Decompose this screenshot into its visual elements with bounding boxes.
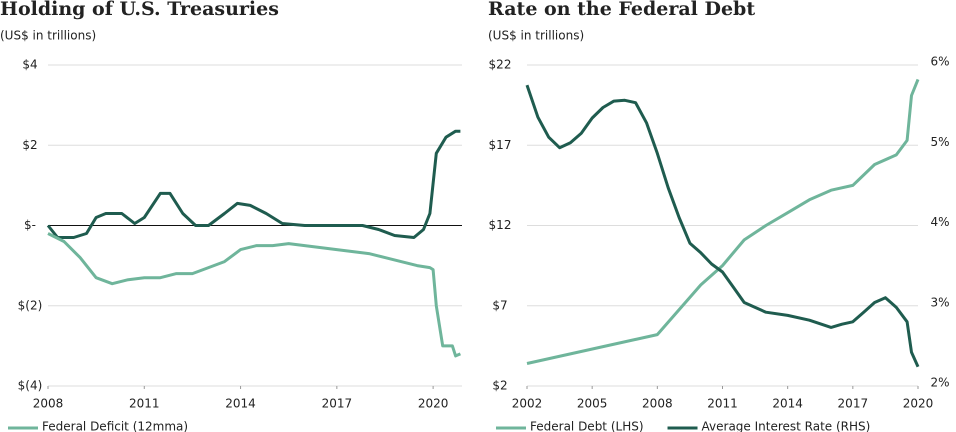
y-tick-label: $- [24, 218, 36, 232]
chart-title: Holding of U.S. Treasuries [0, 0, 279, 20]
y2-tick-label: 6% [930, 55, 949, 69]
series-line [47, 232, 461, 358]
x-tick-label: 2020 [903, 397, 934, 411]
x-tick-label: 2011 [129, 397, 160, 411]
x-tick-label: 2002 [512, 397, 543, 411]
y2-tick-label: 2% [930, 376, 949, 390]
x-tick-label: 2008 [642, 397, 673, 411]
y-tick-label: $2 [492, 379, 507, 393]
legend-label: Federal Deficit (12mma) [42, 420, 188, 432]
y-tick-label: $4 [22, 58, 37, 72]
series-line [46, 129, 461, 239]
x-tick-label: 2008 [33, 397, 64, 411]
chart-title: Rate on the Federal Debt [488, 0, 755, 20]
x-tick-label: 2020 [418, 397, 449, 411]
x-tick-label: 2014 [225, 397, 256, 411]
y-tick-label: $22 [489, 58, 512, 72]
y-tick-label: $17 [489, 138, 512, 152]
chart-subtitle: (US$ in trillions) [488, 29, 584, 43]
x-tick-label: 2005 [577, 397, 608, 411]
series-line [526, 78, 920, 365]
y2-tick-label: 4% [930, 215, 949, 229]
y-tick-label: $2 [22, 138, 37, 152]
legend-label: Average Interest Rate (RHS) [702, 420, 871, 432]
y-tick-label: $(4) [18, 379, 43, 393]
x-tick-label: 2011 [707, 397, 738, 411]
y2-tick-label: 3% [930, 295, 949, 309]
series-line [525, 84, 920, 368]
x-tick-label: 2017 [322, 397, 353, 411]
legend-label: Federal Debt (LHS) [530, 420, 644, 432]
y-tick-label: $12 [489, 218, 512, 232]
chart-subtitle: (US$ in trillions) [0, 29, 96, 43]
x-tick-label: 2017 [838, 397, 869, 411]
y-tick-label: $7 [492, 298, 507, 312]
y2-tick-label: 5% [930, 135, 949, 149]
x-tick-label: 2014 [772, 397, 803, 411]
y-tick-label: $(2) [18, 298, 43, 312]
